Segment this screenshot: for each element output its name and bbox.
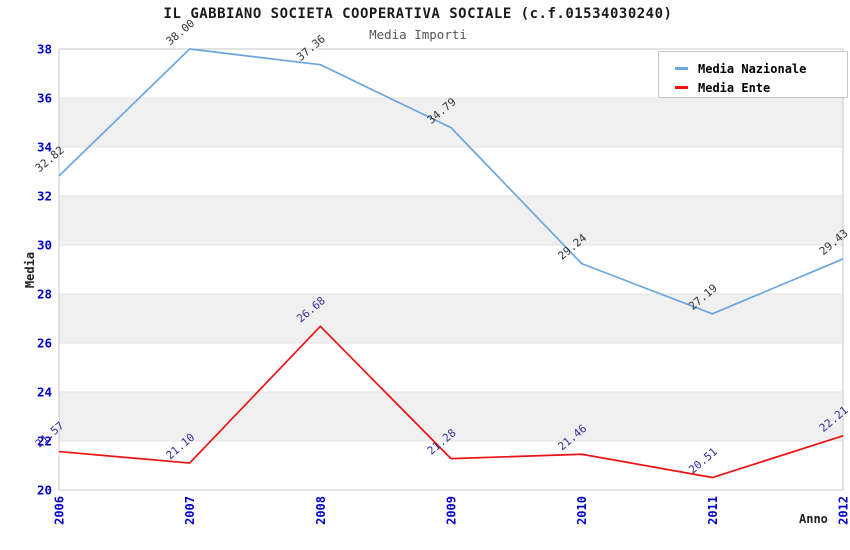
x-tick-label: 2008 bbox=[314, 496, 328, 525]
plot-band bbox=[59, 98, 843, 147]
y-tick-label: 38 bbox=[37, 42, 52, 57]
x-tick-label: 2006 bbox=[53, 496, 67, 525]
legend-label-media-nazionale: Media Nazionale bbox=[698, 61, 807, 76]
y-tick-label: 36 bbox=[37, 91, 52, 106]
plot-band bbox=[59, 343, 843, 392]
x-axis-title: Anno bbox=[799, 512, 828, 526]
plot-band bbox=[59, 392, 843, 441]
y-tick-label: 22 bbox=[37, 434, 52, 449]
x-tick-label: 2012 bbox=[837, 496, 850, 525]
legend-item-media-nazionale: Media Nazionale bbox=[675, 59, 847, 78]
plot-band bbox=[59, 196, 843, 245]
legend: Media Nazionale Media Ente bbox=[658, 51, 848, 98]
series-line-media-nazionale bbox=[58, 48, 844, 315]
chart-subtitle: Media Importi bbox=[369, 27, 467, 42]
plot-band bbox=[59, 245, 843, 294]
chart-title: IL GABBIANO SOCIETA COOPERATIVA SOCIALE … bbox=[163, 6, 673, 22]
y-axis-title: Media bbox=[23, 251, 37, 289]
plot-band bbox=[59, 441, 843, 490]
series-line-media-ente bbox=[58, 325, 844, 479]
legend-label-media-ente: Media Ente bbox=[698, 80, 771, 95]
y-tick-label: 32 bbox=[37, 189, 52, 204]
plot-band bbox=[59, 147, 843, 196]
x-tick-label: 2011 bbox=[706, 496, 720, 525]
y-tick-label: 34 bbox=[37, 140, 52, 155]
media-ente-line-icon bbox=[675, 86, 688, 89]
x-tick-label: 2010 bbox=[575, 496, 589, 525]
legend-item-media-ente: Media Ente bbox=[675, 78, 847, 97]
y-tick-label: 28 bbox=[37, 287, 52, 302]
y-tick-label: 24 bbox=[37, 385, 52, 400]
x-tick-label: 2009 bbox=[445, 496, 459, 525]
y-tick-label: 20 bbox=[37, 483, 52, 498]
plot-border bbox=[58, 48, 844, 491]
x-tick-label: 2007 bbox=[183, 496, 197, 525]
y-tick-label: 30 bbox=[37, 238, 52, 253]
plot-band bbox=[59, 294, 843, 343]
media-nazionale-line-icon bbox=[675, 67, 688, 70]
y-tick-label: 26 bbox=[37, 336, 52, 351]
